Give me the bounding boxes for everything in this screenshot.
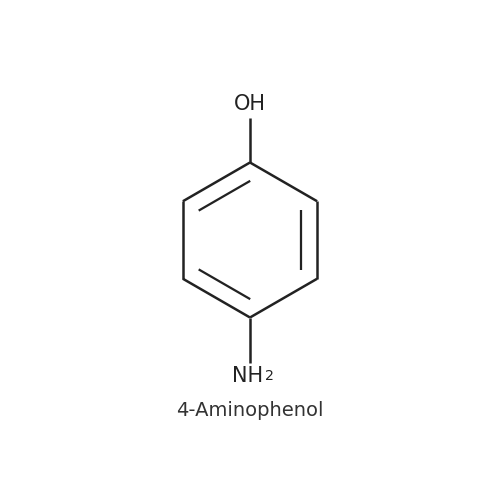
Text: 2: 2 [264,369,274,383]
Text: 4-Aminophenol: 4-Aminophenol [176,400,324,419]
Text: NH: NH [232,366,263,386]
Text: OH: OH [234,94,266,114]
